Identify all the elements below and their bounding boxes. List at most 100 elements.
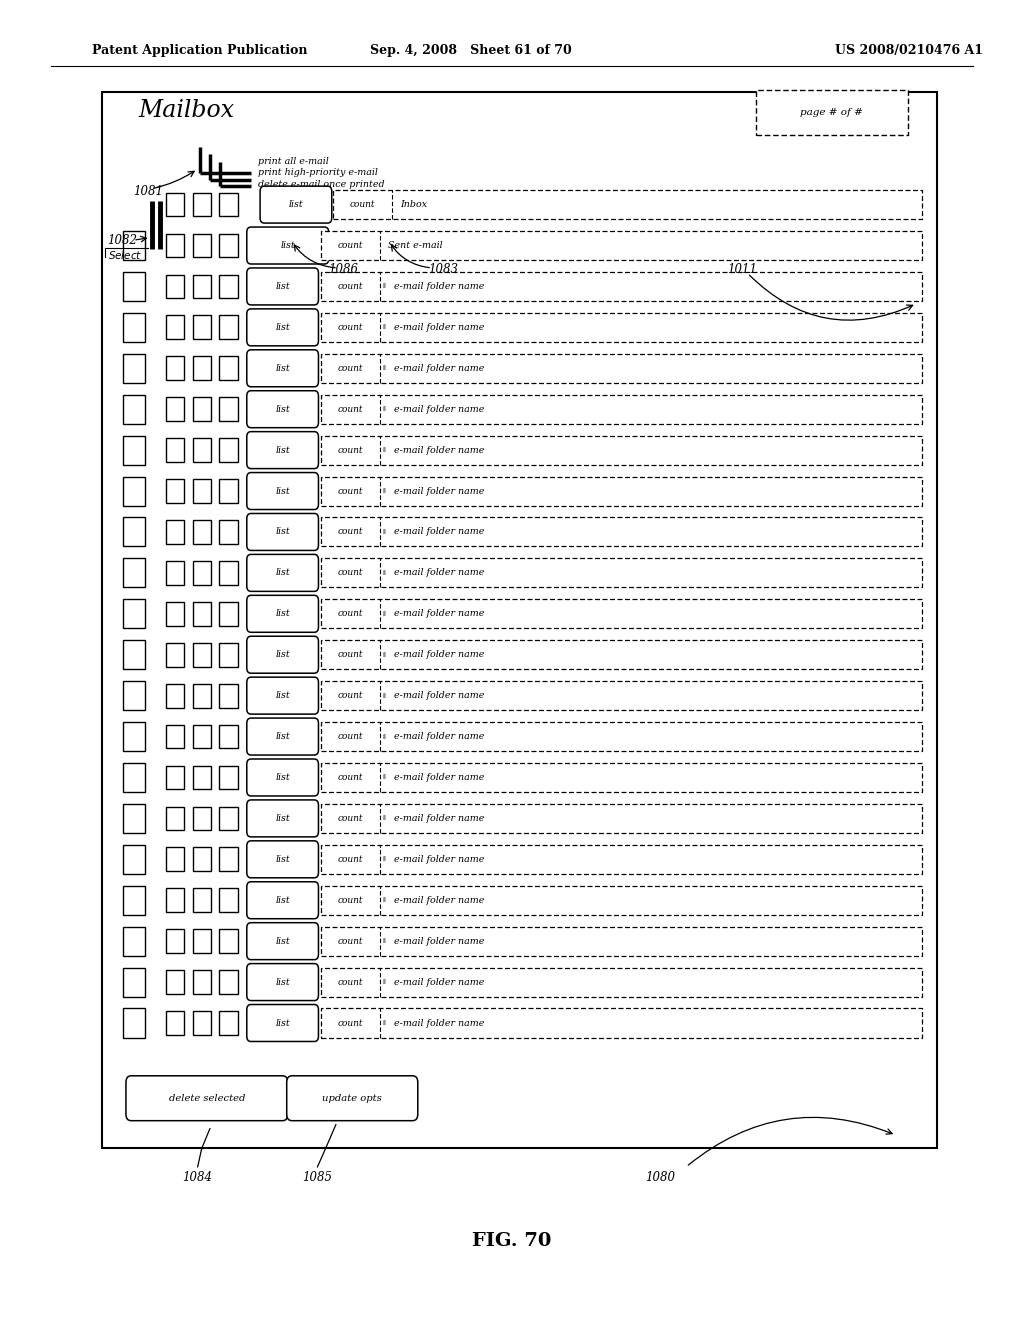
Text: list: list [275, 446, 290, 454]
Bar [193, 561, 211, 585]
Bar [321, 1008, 922, 1038]
FancyBboxPatch shape [260, 186, 332, 223]
Bar [219, 684, 238, 708]
Text: e-mail folder name: e-mail folder name [394, 487, 484, 495]
Bar [123, 558, 145, 587]
FancyBboxPatch shape [126, 1076, 288, 1121]
FancyBboxPatch shape [247, 964, 318, 1001]
Text: ii: ii [382, 407, 386, 412]
Bar [193, 438, 211, 462]
Bar [166, 807, 184, 830]
Text: ii: ii [382, 816, 386, 821]
Bar [123, 927, 145, 956]
Bar [123, 804, 145, 833]
Text: list: list [289, 201, 303, 209]
Text: ii: ii [382, 734, 386, 739]
Bar [219, 275, 238, 298]
Text: ii: ii [382, 570, 386, 576]
FancyBboxPatch shape [247, 513, 318, 550]
FancyBboxPatch shape [247, 759, 318, 796]
Bar [166, 520, 184, 544]
Text: Sep. 4, 2008   Sheet 61 of 70: Sep. 4, 2008 Sheet 61 of 70 [370, 44, 572, 57]
FancyBboxPatch shape [756, 90, 908, 135]
Text: list: list [275, 528, 290, 536]
Text: list: list [275, 733, 290, 741]
FancyBboxPatch shape [287, 1076, 418, 1121]
Bar [166, 766, 184, 789]
Bar [123, 640, 145, 669]
Bar [193, 766, 211, 789]
Text: 1080: 1080 [645, 1171, 676, 1184]
Text: ii: ii [382, 652, 386, 657]
Bar [321, 845, 922, 874]
Bar [123, 517, 145, 546]
Bar [219, 193, 238, 216]
Text: count: count [338, 487, 362, 495]
Text: 1084: 1084 [182, 1171, 213, 1184]
Bar [219, 397, 238, 421]
Text: e-mail folder name: e-mail folder name [394, 405, 484, 413]
Text: count: count [350, 201, 375, 209]
FancyBboxPatch shape [247, 391, 318, 428]
Text: list: list [275, 774, 290, 781]
FancyBboxPatch shape [247, 636, 318, 673]
Bar [193, 1011, 211, 1035]
Text: ii: ii [382, 979, 386, 985]
Text: ii: ii [382, 857, 386, 862]
Text: list: list [275, 978, 290, 986]
Bar [123, 681, 145, 710]
Bar [193, 684, 211, 708]
Bar [321, 272, 922, 301]
Text: e-mail folder name: e-mail folder name [394, 528, 484, 536]
Text: list: list [275, 364, 290, 372]
Text: 1081: 1081 [133, 185, 163, 198]
Text: delete e-mail once printed: delete e-mail once printed [258, 181, 385, 189]
Bar [123, 477, 145, 506]
Bar [321, 517, 922, 546]
Bar [123, 1008, 145, 1038]
Text: count: count [338, 569, 362, 577]
Bar [166, 234, 184, 257]
Text: count: count [338, 855, 362, 863]
Text: Inbox: Inbox [400, 201, 427, 209]
Bar [321, 968, 922, 997]
Text: count: count [338, 364, 362, 372]
Text: list: list [275, 896, 290, 904]
Bar [166, 888, 184, 912]
Text: ii: ii [382, 939, 386, 944]
Bar [193, 807, 211, 830]
Text: count: count [338, 896, 362, 904]
Bar [219, 479, 238, 503]
Bar [123, 231, 145, 260]
Text: print high-priority e-mail: print high-priority e-mail [258, 169, 378, 177]
Bar [193, 725, 211, 748]
Text: ii: ii [382, 325, 386, 330]
Bar [193, 520, 211, 544]
Text: list: list [275, 1019, 290, 1027]
FancyBboxPatch shape [247, 268, 318, 305]
Text: $\mathit{Select}$: $\mathit{Select}$ [108, 248, 142, 261]
Text: e-mail folder name: e-mail folder name [394, 855, 484, 863]
Text: count: count [338, 774, 362, 781]
Bar [166, 561, 184, 585]
Text: 1086: 1086 [328, 263, 357, 276]
Bar [166, 193, 184, 216]
Bar [219, 561, 238, 585]
Bar [166, 438, 184, 462]
Bar [321, 763, 922, 792]
Bar [166, 315, 184, 339]
Text: count: count [338, 610, 362, 618]
Text: ii: ii [382, 693, 386, 698]
Text: list: list [275, 692, 290, 700]
Bar [219, 725, 238, 748]
Text: ii: ii [382, 447, 386, 453]
Text: count: count [338, 405, 362, 413]
Bar [219, 438, 238, 462]
Text: ii: ii [382, 284, 386, 289]
Text: update opts: update opts [323, 1094, 382, 1102]
FancyBboxPatch shape [247, 882, 318, 919]
Text: e-mail folder name: e-mail folder name [394, 446, 484, 454]
Bar [123, 968, 145, 997]
Bar [123, 722, 145, 751]
Text: e-mail folder name: e-mail folder name [394, 282, 484, 290]
